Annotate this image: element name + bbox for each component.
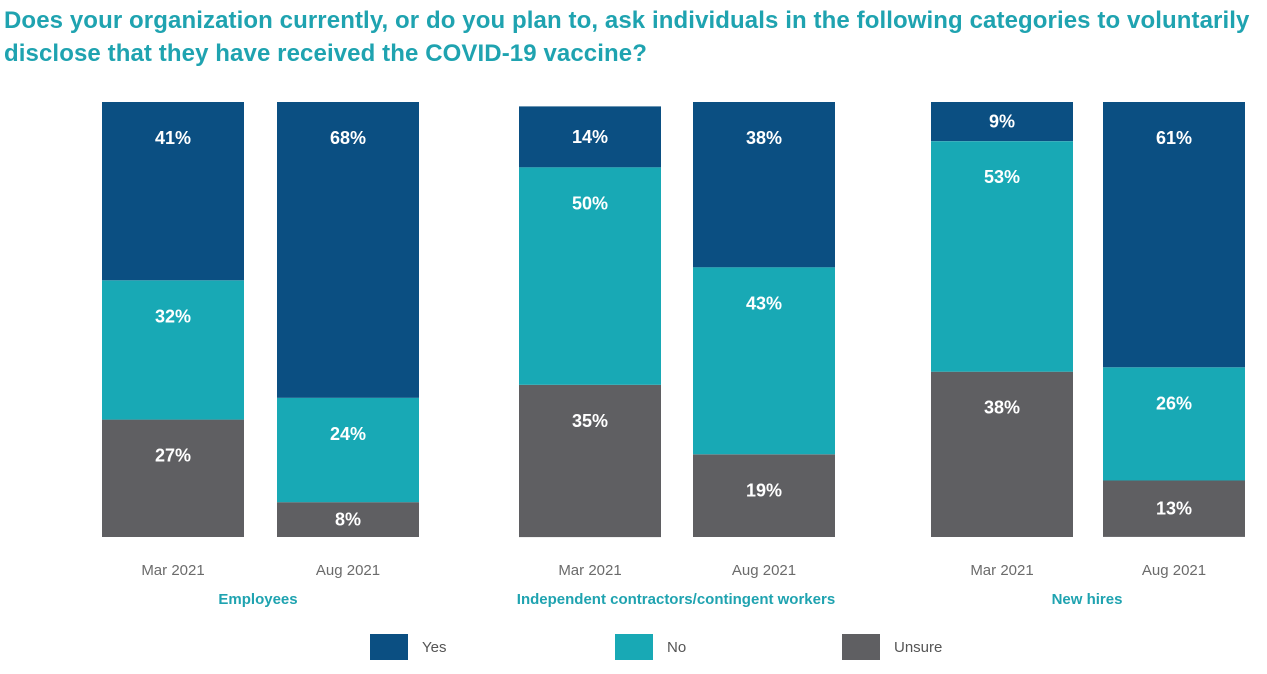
period-label: Aug 2021 xyxy=(1142,562,1206,579)
data-label-no: 26% xyxy=(1156,393,1192,413)
legend-label-yes: Yes xyxy=(422,639,446,656)
data-label-unsure: 13% xyxy=(1156,499,1192,519)
data-label-unsure: 27% xyxy=(155,446,191,466)
bar-segment-no xyxy=(102,280,244,420)
data-label-yes: 68% xyxy=(330,128,366,148)
legend-label-unsure: Unsure xyxy=(894,639,942,656)
bar-segment-unsure xyxy=(931,371,1073,537)
data-label-no: 53% xyxy=(984,167,1020,187)
chart-title: Does your organization currently, or do … xyxy=(4,7,1250,67)
group-label: Independent contractors/contingent worke… xyxy=(517,591,835,608)
period-label: Mar 2021 xyxy=(970,562,1033,579)
period-label: Mar 2021 xyxy=(141,562,204,579)
legend-swatch-yes xyxy=(370,634,408,660)
bar-segment-no xyxy=(519,167,661,385)
data-label-unsure: 38% xyxy=(984,398,1020,418)
bar-segment-yes xyxy=(277,102,419,398)
bar-segment-yes xyxy=(693,102,835,268)
period-label: Mar 2021 xyxy=(558,562,621,579)
bar-segment-unsure xyxy=(277,502,419,537)
data-label-yes: 38% xyxy=(746,128,782,148)
bar-segment-unsure xyxy=(693,454,835,537)
data-label-yes: 9% xyxy=(989,112,1015,132)
data-label-yes: 41% xyxy=(155,128,191,148)
bar-segment-unsure xyxy=(1103,480,1245,537)
bar-segment-no xyxy=(931,141,1073,372)
data-label-yes: 14% xyxy=(572,127,608,147)
period-label: Aug 2021 xyxy=(316,562,380,579)
bar-segment-unsure xyxy=(102,419,244,537)
bar-segment-yes xyxy=(931,102,1073,142)
data-label-no: 32% xyxy=(155,306,191,326)
data-label-unsure: 19% xyxy=(746,480,782,500)
data-label-unsure: 35% xyxy=(572,411,608,431)
data-label-no: 24% xyxy=(330,424,366,444)
legend-swatch-no xyxy=(615,634,653,660)
data-label-no: 50% xyxy=(572,193,608,213)
legend-label-no: No xyxy=(667,639,686,656)
group-label: New hires xyxy=(1052,591,1123,608)
period-label: Aug 2021 xyxy=(732,562,796,579)
bar-segment-no xyxy=(277,397,419,503)
bar-segment-yes xyxy=(519,106,661,168)
bar-segment-yes xyxy=(102,102,244,281)
data-label-yes: 61% xyxy=(1156,128,1192,148)
legend-swatch-unsure xyxy=(842,634,880,660)
bar-segment-unsure xyxy=(519,384,661,538)
data-label-no: 43% xyxy=(746,293,782,313)
bar-segment-no xyxy=(1103,367,1245,481)
bar-segment-no xyxy=(693,267,835,455)
bar-segment-yes xyxy=(1103,102,1245,368)
group-label: Employees xyxy=(218,591,297,608)
data-label-unsure: 8% xyxy=(335,510,361,530)
